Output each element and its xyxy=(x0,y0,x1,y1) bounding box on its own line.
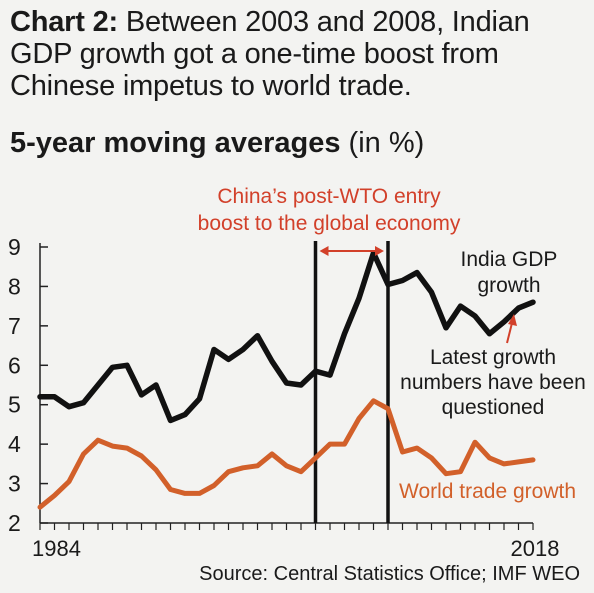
world-trade-label: World trade growth xyxy=(399,480,576,503)
subtitle-unit: (in %) xyxy=(348,127,425,159)
note-line-1: Latest growth xyxy=(430,346,556,369)
y-tick-label: 3 xyxy=(8,471,21,497)
chart-lines xyxy=(37,241,536,523)
india-gdp-line xyxy=(37,250,536,424)
band-label-line1: China’s post-WTO entry xyxy=(217,185,441,208)
note-line-3: questioned xyxy=(442,396,545,419)
chart-headline: Between 2003 and 2008, Indian GDP growth… xyxy=(10,6,530,102)
note-arrow-head xyxy=(508,314,517,326)
chart-annotations: China’s post-WTO entry boost to the globa… xyxy=(198,185,586,503)
chart-axes: 2 3 4 5 6 7 8 9 1984 2018 xyxy=(8,234,559,561)
y-tick-label: 4 xyxy=(8,431,21,457)
y-tick-label: 6 xyxy=(8,352,21,378)
source-note: Source: Central Statistics Office; IMF W… xyxy=(199,563,580,585)
chart-number: Chart 2: xyxy=(10,6,118,38)
y-tick-label: 5 xyxy=(8,392,21,418)
world-trade-line xyxy=(37,398,536,510)
x-tick-label: 1984 xyxy=(32,536,81,561)
india-label-line2: growth xyxy=(477,274,540,297)
y-tick-label: 9 xyxy=(8,234,21,260)
y-tick-label: 2 xyxy=(8,510,21,536)
y-tick-label: 8 xyxy=(8,273,21,299)
band-label-line2: boost to the global economy xyxy=(198,212,461,235)
band-arrow-right-head xyxy=(375,246,384,256)
note-line-2: numbers have been xyxy=(400,371,586,394)
india-label-line1: India GDP xyxy=(461,248,558,271)
band-arrow-left-head xyxy=(319,246,329,256)
y-tick-label: 7 xyxy=(8,313,21,339)
subtitle-bold: 5-year moving averages xyxy=(10,127,341,159)
x-tick-label: 2018 xyxy=(511,536,560,561)
chart-title: Chart 2: Between 2003 and 2008, Indian G… xyxy=(10,6,590,102)
chart-subtitle: 5-year moving averages (in %) xyxy=(10,126,424,160)
note-arrow-shaft xyxy=(506,322,513,344)
